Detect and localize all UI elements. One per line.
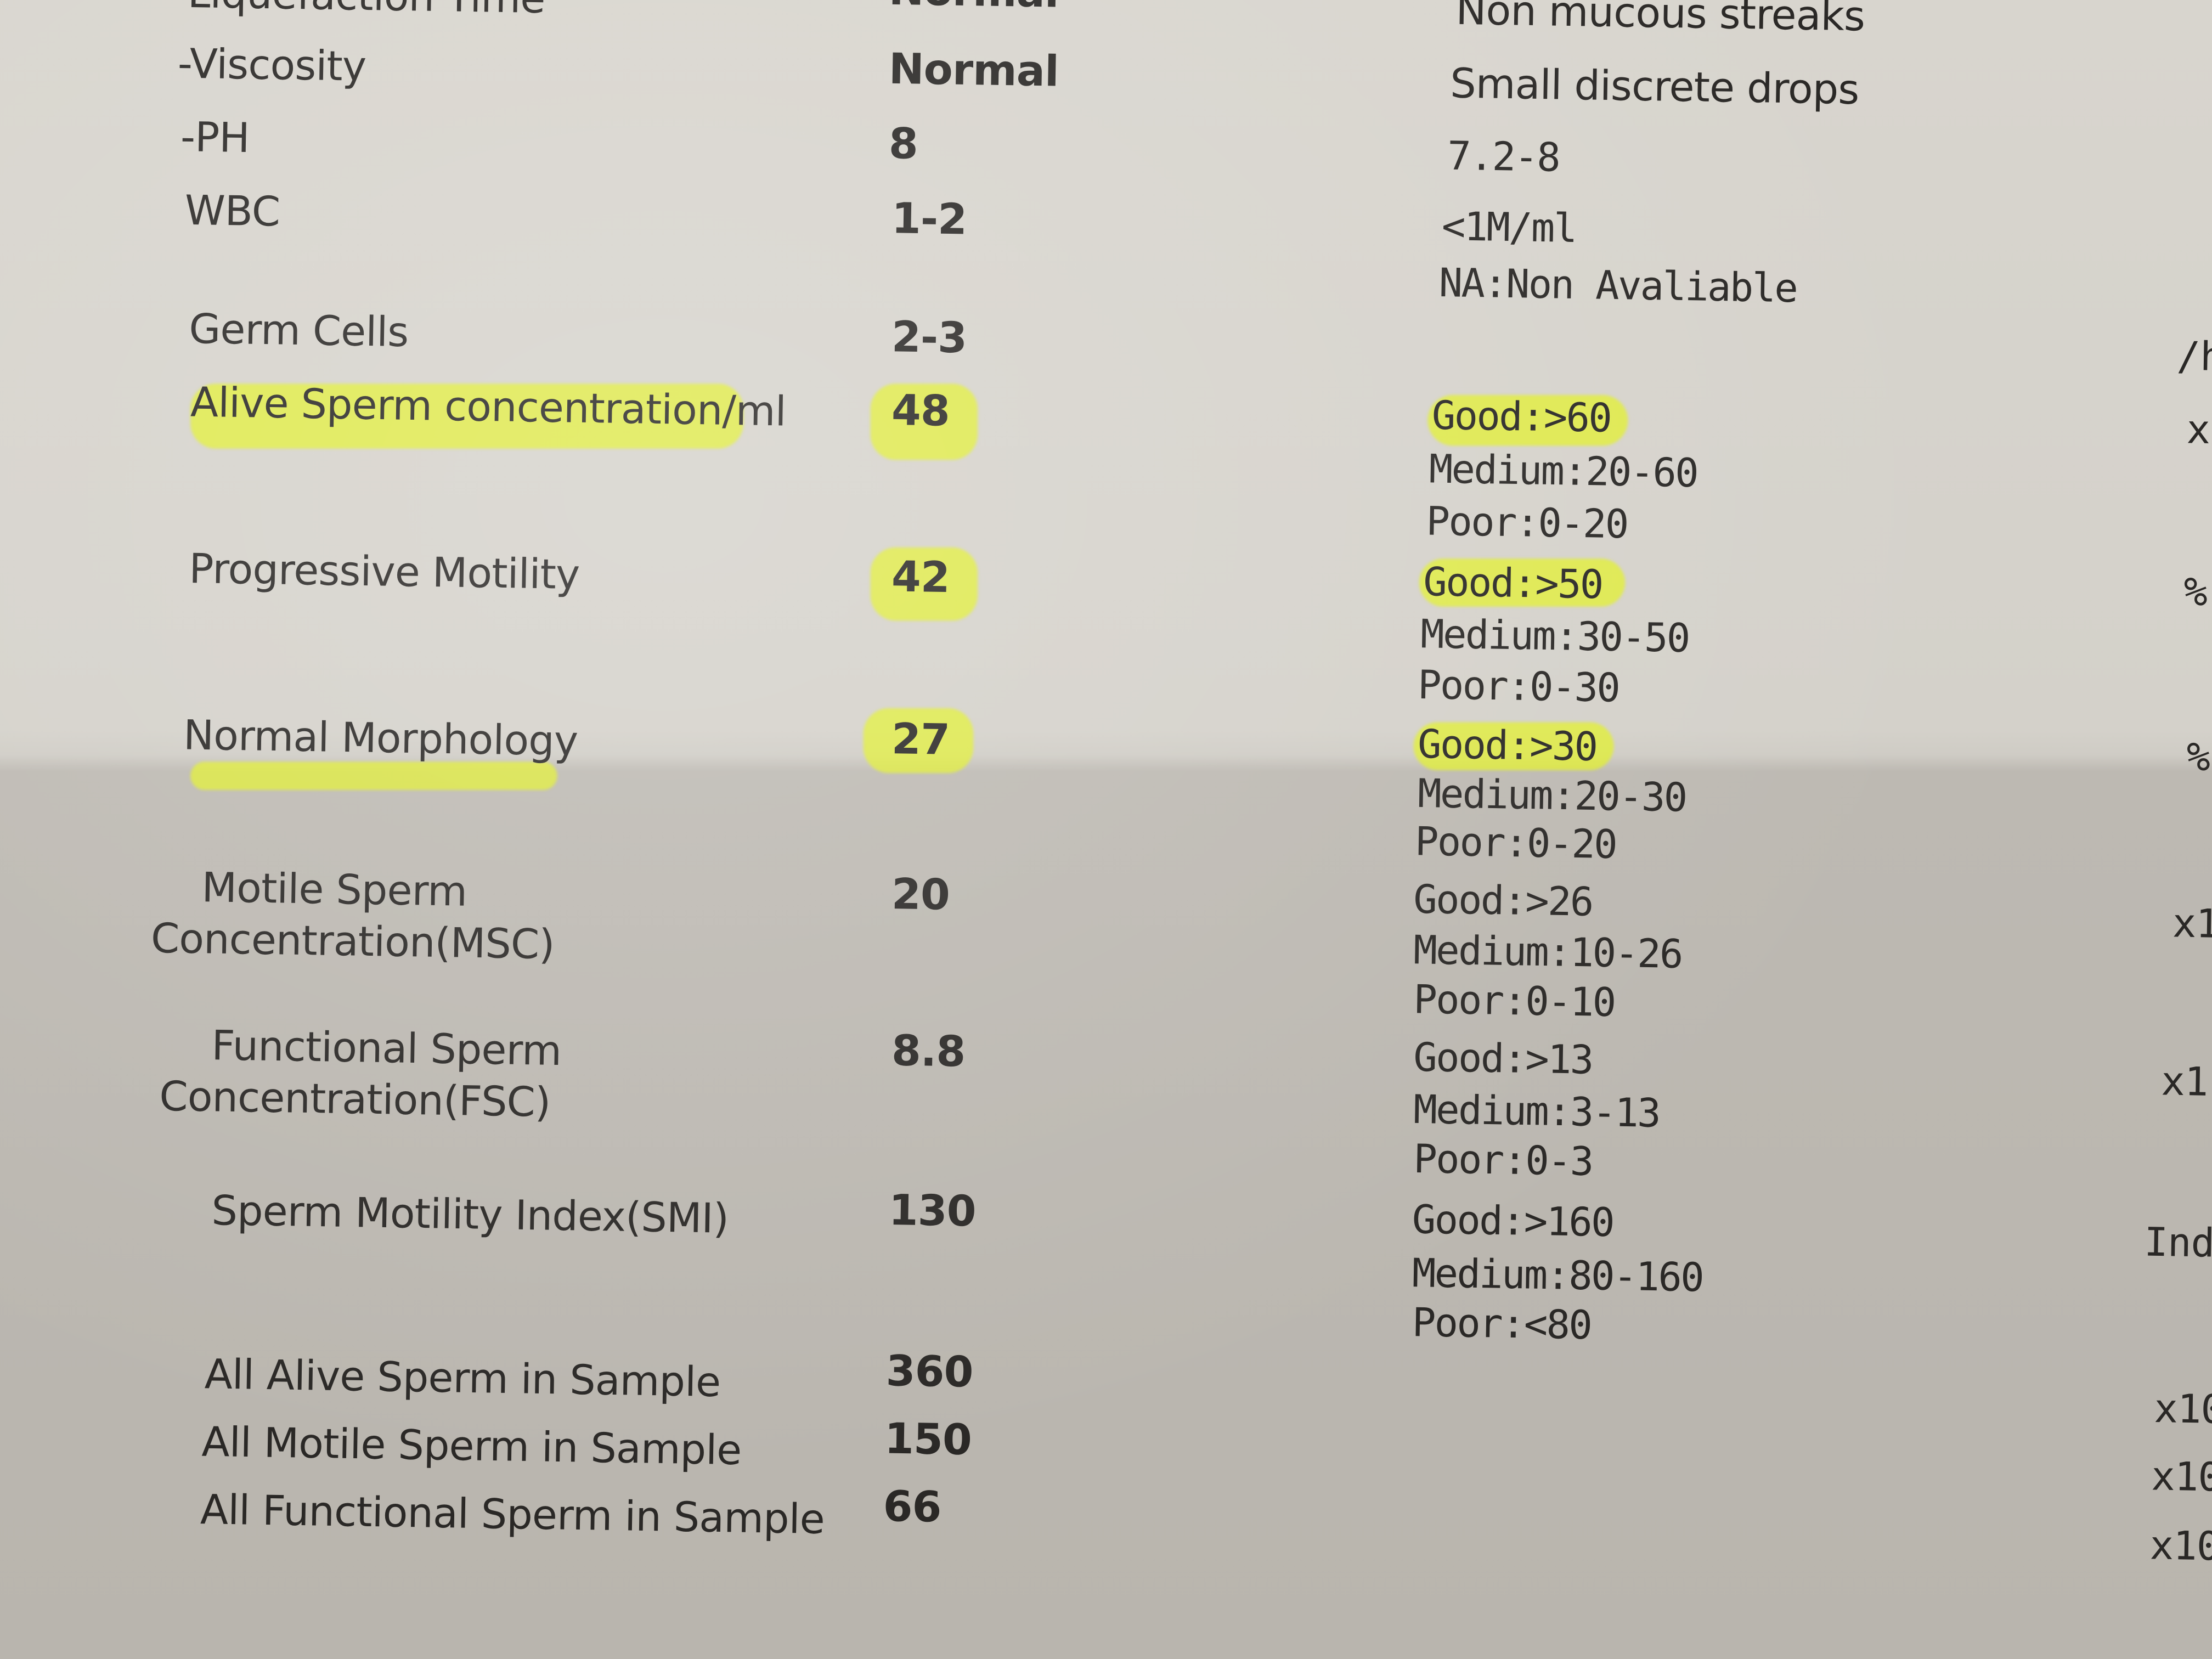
highlight-alive-good <box>1427 394 1628 446</box>
row-unit: x10 <box>2153 1385 2212 1433</box>
row-value: 2-3 <box>891 313 967 364</box>
row-ref: Good:>13 <box>1413 1034 1593 1084</box>
row-ref: Poor:<80 <box>1412 1299 1592 1349</box>
row-ref: Good:>26 <box>1413 876 1593 926</box>
row-label: All Functional Sperm in Sample <box>200 1485 825 1543</box>
row-label: Alive Sperm concentration/ml <box>190 378 787 436</box>
row-ref: Good:>50 <box>1423 558 1603 608</box>
row-value: 48 <box>891 386 950 437</box>
row-ref: <1M/ml <box>1441 203 1577 252</box>
row-value: 66 <box>882 1482 942 1533</box>
row-label: Germ Cells <box>188 304 409 357</box>
row-ref: Medium:80-160 <box>1412 1250 1703 1301</box>
row-label: Liquefaction Time <box>187 0 545 22</box>
row-unit: /h <box>2176 332 2212 381</box>
row-value: 130 <box>888 1186 977 1238</box>
row-label: Motile Sperm <box>201 863 467 916</box>
row-ref: Poor:0-10 <box>1413 976 1616 1026</box>
row-unit: x10 <box>2151 1453 2212 1501</box>
highlight-motility-value <box>870 547 978 621</box>
row-value: 360 <box>885 1347 974 1398</box>
row-ref: Medium:10-26 <box>1413 927 1683 978</box>
row-label: Sperm Motility Index(SMI) <box>211 1186 729 1243</box>
row-unit: x <box>2186 406 2210 454</box>
row-unit: x1 <box>2172 900 2212 947</box>
row-label: All Alive Sperm in Sample <box>204 1350 721 1407</box>
row-label: All Motile Sperm in Sample <box>201 1418 742 1475</box>
row-label: Progressive Motility <box>188 544 580 599</box>
row-unit: Ind <box>2143 1218 2212 1267</box>
row-ref: Poor:0-30 <box>1417 661 1620 712</box>
row-label-line2: Concentration(MSC) <box>150 914 555 969</box>
row-ref: NA:Non Avaliable <box>1438 259 1797 312</box>
highlight-morphology-good <box>1413 722 1614 770</box>
highlight-motility-good <box>1419 558 1626 607</box>
row-value: 42 <box>891 552 950 603</box>
row-ref: Medium:20-30 <box>1417 770 1687 821</box>
row-ref: Good:>160 <box>1412 1196 1614 1246</box>
row-label-line2: Concentration(FSC) <box>159 1072 551 1126</box>
row-value: 27 <box>891 715 950 766</box>
row-value: 20 <box>891 870 950 921</box>
row-label: -Viscosity <box>177 40 367 91</box>
row-ref: Poor:0-20 <box>1426 498 1628 548</box>
row-value: 8.8 <box>891 1026 966 1078</box>
row-unit: x1 <box>2160 1058 2209 1105</box>
row-ref: Poor:0-3 <box>1413 1135 1593 1185</box>
row-ref: Poor:0-20 <box>1414 818 1617 868</box>
row-value: Normal <box>888 0 1059 18</box>
row-label: Functional Sperm <box>211 1021 562 1075</box>
row-unit: x10 <box>2149 1522 2212 1570</box>
row-ref: Medium:20-60 <box>1429 445 1698 497</box>
row-ref: Medium:30-50 <box>1420 611 1690 662</box>
highlight-alive-value <box>870 383 978 460</box>
row-unit: % <box>2186 733 2210 781</box>
row-value: 1-2 <box>891 194 967 245</box>
row-ref: Small discrete drops <box>1449 59 1860 114</box>
row-label: Normal Morphology <box>183 710 578 765</box>
row-label: -PH <box>180 112 250 162</box>
highlight-alive-label <box>190 383 744 449</box>
row-ref: Good:>30 <box>1417 720 1598 770</box>
row-unit: % <box>2183 568 2208 616</box>
row-ref: Non mucous streaks <box>1455 0 1865 41</box>
row-value: Normal <box>888 45 1059 98</box>
row-value: 150 <box>884 1415 972 1466</box>
row-ref: Good:>60 <box>1431 392 1611 442</box>
row-value: 8 <box>888 120 918 170</box>
row-ref: 7.2-8 <box>1447 132 1560 181</box>
highlight-morphology-underline <box>190 761 557 790</box>
row-label: WBC <box>184 186 280 236</box>
row-ref: Medium:3-13 <box>1413 1086 1660 1137</box>
highlight-morphology-value <box>863 708 974 774</box>
